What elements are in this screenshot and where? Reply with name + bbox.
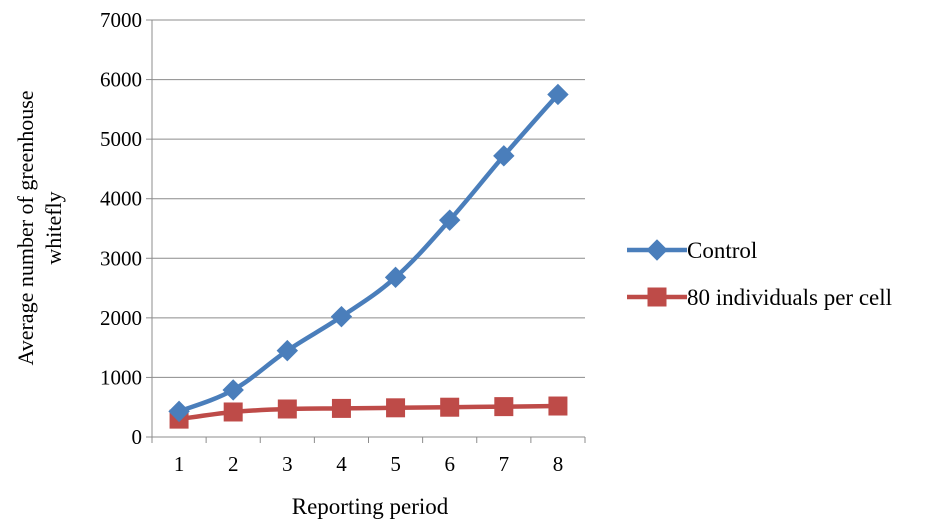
data-point	[168, 400, 190, 423]
y-axis-label-line-2: whitefly	[41, 191, 66, 264]
legend-item: 80 individuals per cell	[627, 285, 892, 310]
x-tick-label: 4	[336, 452, 347, 476]
data-point	[386, 398, 406, 418]
x-axis-label: Reporting period	[292, 494, 449, 519]
legend-item: Control	[627, 238, 757, 263]
data-point	[493, 145, 515, 167]
y-axis-label: Average number of greenhouse whitefly	[13, 90, 66, 365]
data-point	[440, 397, 460, 417]
data-point	[494, 397, 514, 417]
data-point	[330, 305, 353, 328]
data-point	[547, 83, 569, 106]
y-tick-label: 6000	[100, 68, 142, 92]
x-tick-label: 3	[282, 452, 293, 476]
legend-marker	[646, 239, 668, 261]
data-point	[438, 209, 461, 231]
y-tick-label: 4000	[100, 187, 142, 211]
legend-label: Control	[687, 238, 757, 263]
legend-label: 80 individuals per cell	[687, 285, 892, 310]
data-point	[277, 399, 297, 419]
axes	[146, 19, 586, 443]
y-tick-labels: 0 1000 2000 3000 4000 5000 6000 7000	[100, 8, 142, 449]
y-tick-label: 7000	[100, 8, 142, 32]
series-0	[168, 83, 569, 423]
y-axis-label-line-1: Average number of greenhouse	[13, 90, 38, 365]
data-point	[548, 396, 568, 416]
data-point	[276, 339, 299, 362]
legend: Control 80 individuals per cell	[627, 238, 892, 310]
y-tick-label: 3000	[100, 246, 142, 270]
series-1	[169, 396, 568, 429]
series	[168, 83, 569, 429]
x-tick-label: 8	[553, 452, 564, 476]
y-tick-label: 0	[132, 425, 143, 449]
x-tick-label: 2	[228, 452, 239, 476]
y-tick-label: 5000	[100, 127, 142, 151]
data-point	[222, 379, 244, 401]
x-tick-label: 7	[499, 452, 510, 476]
gridlines	[152, 19, 585, 378]
legend-marker	[647, 287, 667, 307]
data-point	[384, 266, 407, 289]
x-tick-label: 1	[174, 452, 185, 476]
x-tick-labels: 1 2 3 4 5 6 7 8	[174, 452, 563, 476]
x-tick-label: 5	[390, 452, 401, 476]
data-point	[331, 398, 351, 418]
x-tick-label: 6	[444, 452, 455, 476]
y-tick-label: 2000	[100, 306, 142, 330]
data-point	[223, 402, 243, 422]
y-tick-label: 1000	[100, 365, 142, 389]
series-line	[178, 92, 560, 414]
